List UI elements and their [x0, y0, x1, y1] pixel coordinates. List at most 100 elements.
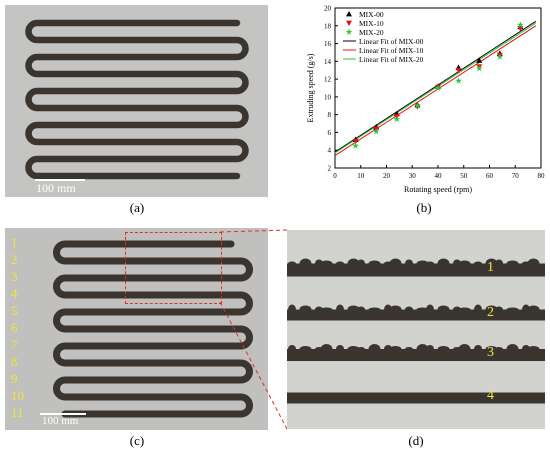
- surface-roughness: [315, 306, 323, 313]
- line-number-label: 11: [11, 405, 24, 420]
- data-point: [352, 138, 359, 145]
- surface-roughness: [522, 345, 530, 353]
- legend-marker: [346, 20, 352, 26]
- surface-roughness: [347, 258, 360, 269]
- scale-bar-label-a: 100 mm: [36, 181, 76, 195]
- line-number-label: 2: [487, 305, 494, 320]
- fit-line: [334, 25, 537, 156]
- zoom-region-box: [125, 232, 222, 304]
- surface-roughness: [405, 347, 413, 351]
- caption-a: (a): [129, 200, 145, 215]
- surface-roughness: [416, 260, 429, 267]
- surface-roughness: [474, 304, 482, 315]
- surface-roughness: [522, 304, 530, 315]
- data-point: [352, 142, 360, 149]
- panel-b-chart: 0 10 20 30 40 50 60 70 80 2 4 6 8 10 12 14 16 18 20 Rotatin…: [292, 0, 550, 205]
- surface-roughness: [437, 346, 450, 352]
- data-point: [434, 84, 442, 91]
- line-number-label: 2: [11, 252, 18, 267]
- surface-roughness: [506, 307, 519, 312]
- x-tick-label: 70: [512, 172, 520, 180]
- surface-roughness: [485, 346, 498, 352]
- surface-roughness: [495, 347, 503, 351]
- line-number-label: 3: [487, 345, 494, 360]
- legend-label: Linear Fit of MIX-00: [359, 37, 424, 46]
- surface-roughness: [458, 260, 471, 267]
- zoomed-lines: [287, 258, 545, 404]
- legend-marker: [345, 28, 353, 35]
- surface-roughness: [474, 345, 482, 353]
- surface-roughness: [426, 345, 434, 353]
- legend-label: MIX-00: [359, 10, 384, 19]
- caption-c: (c): [129, 433, 145, 448]
- scale-bar-c: [40, 413, 86, 415]
- surface-roughness: [320, 344, 333, 354]
- surface-roughness: [416, 344, 429, 354]
- panel-d-zoom-photo: 1 2 3 4: [287, 230, 545, 429]
- y-axis-label: Extruding speed (g/s): [306, 53, 315, 122]
- data-point: [475, 64, 483, 72]
- surface-roughness: [336, 261, 344, 266]
- surface-roughness: [299, 346, 312, 352]
- data-point: [496, 53, 504, 60]
- x-tick-label: 0: [333, 172, 337, 180]
- caption-b: (b): [416, 200, 432, 215]
- surface-roughness: [437, 258, 450, 269]
- data-point: [516, 21, 524, 28]
- surface-roughness: [405, 306, 413, 313]
- surface-roughness: [458, 344, 471, 354]
- surface-roughness: [336, 304, 344, 315]
- surface-roughness: [416, 307, 429, 312]
- y-tick-label: 16: [324, 40, 332, 48]
- surface-roughness: [384, 304, 392, 315]
- surface-roughness: [506, 344, 519, 354]
- x-axis-label: Rotating speed (rpm): [404, 185, 472, 194]
- surface-roughness: [288, 261, 296, 266]
- legend-label: MIX-10: [359, 19, 384, 28]
- line-number-label: 10: [11, 388, 24, 403]
- data-point: [517, 26, 524, 32]
- legend-label: Linear Fit of MIX-10: [359, 46, 424, 55]
- surface-roughness: [389, 258, 402, 269]
- surface-roughness: [320, 307, 333, 312]
- x-tick-label: 20: [383, 172, 391, 180]
- surface-roughness: [288, 304, 296, 315]
- y-tick-label: 2: [328, 165, 332, 173]
- surface-roughness: [453, 259, 461, 268]
- line-number-label: 1: [487, 260, 494, 275]
- surface-roughness: [357, 347, 365, 351]
- legend-marker: [346, 11, 352, 17]
- x-tick-label: 40: [435, 172, 443, 180]
- surface-roughness: [368, 344, 381, 354]
- zoomed-filament-line: [287, 392, 545, 404]
- y-tick-label: 6: [328, 129, 332, 137]
- surface-roughness: [453, 306, 461, 313]
- y-tick-label: 8: [328, 111, 332, 119]
- surface-roughness: [347, 346, 360, 352]
- surface-roughness: [474, 261, 482, 266]
- surface-roughness: [347, 305, 360, 314]
- legend-label: Linear Fit of MIX-20: [359, 55, 424, 64]
- surface-roughness: [299, 258, 312, 269]
- x-tick-label: 10: [357, 172, 365, 180]
- surface-roughness: [426, 261, 434, 266]
- scale-bar-a: [35, 179, 85, 181]
- fit-line: [334, 20, 537, 153]
- y-tick-label: 10: [324, 93, 332, 101]
- surface-roughness: [506, 260, 519, 267]
- line-number-label: 7: [11, 337, 18, 352]
- surface-roughness: [384, 345, 392, 353]
- surface-roughness: [485, 258, 498, 269]
- surface-roughness: [485, 305, 498, 314]
- x-tick-label: 80: [538, 172, 546, 180]
- data-point: [413, 102, 421, 109]
- surface-roughness: [495, 259, 503, 268]
- surface-roughness: [389, 305, 402, 314]
- legend-label: MIX-20: [359, 28, 384, 37]
- data-point: [372, 127, 380, 135]
- surface-roughness: [527, 258, 540, 269]
- surface-roughness: [357, 306, 365, 313]
- y-tick-label: 18: [324, 22, 332, 30]
- surface-roughness: [299, 305, 312, 314]
- y-tick-label: 14: [324, 58, 332, 66]
